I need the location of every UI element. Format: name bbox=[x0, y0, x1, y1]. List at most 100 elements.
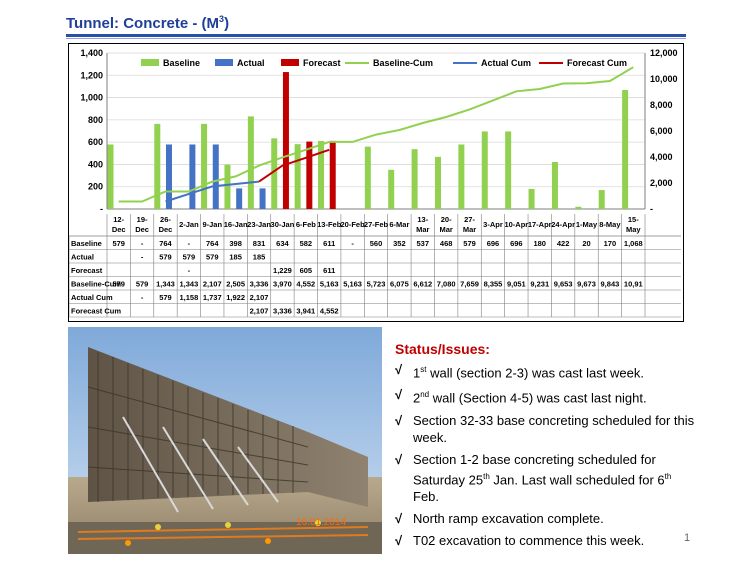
bar-baseline bbox=[364, 146, 371, 209]
bar-forecast bbox=[306, 141, 313, 209]
legend-swatch bbox=[281, 59, 299, 66]
bar-actual bbox=[165, 144, 172, 209]
bar-baseline bbox=[294, 144, 301, 209]
table-cell: - bbox=[351, 239, 354, 248]
x-tick-label: 16-Jan bbox=[224, 220, 248, 229]
table-cell: - bbox=[141, 239, 144, 248]
x-tick-label: 24-Apr bbox=[551, 220, 575, 229]
page-number: 1 bbox=[684, 532, 691, 544]
legend-label: Baseline bbox=[163, 58, 200, 68]
table-cell: - bbox=[188, 266, 191, 275]
table-cell: 611 bbox=[323, 239, 335, 248]
bar-baseline bbox=[528, 188, 535, 209]
x-tick-label: 3-Apr bbox=[483, 220, 503, 229]
table-cell: 611 bbox=[323, 266, 335, 275]
x-tick-label: Mar bbox=[440, 225, 453, 234]
table-cell: 2,107 bbox=[250, 293, 269, 302]
title-end: ) bbox=[224, 15, 230, 32]
table-cell: 634 bbox=[276, 239, 289, 248]
table-cell: 20 bbox=[582, 239, 590, 248]
y-left-tick-label: 400 bbox=[88, 159, 103, 169]
x-tick-label: Dec bbox=[159, 225, 173, 234]
x-tick-label: Mar bbox=[416, 225, 429, 234]
x-tick-label: 30-Jan bbox=[271, 220, 295, 229]
bar-baseline bbox=[154, 123, 161, 209]
x-tick-label: 27-Feb bbox=[364, 220, 389, 229]
table-cell: 1,158 bbox=[179, 293, 198, 302]
legend-label: Actual Cum bbox=[481, 58, 531, 68]
table-cell: 1,343 bbox=[156, 280, 175, 289]
table-cell: 3,941 bbox=[296, 307, 315, 316]
table-cell: 579 bbox=[136, 280, 149, 289]
table-cell: 696 bbox=[510, 239, 523, 248]
bar-actual bbox=[189, 144, 196, 209]
x-tick-label: Dec bbox=[112, 225, 126, 234]
table-cell: 3,970 bbox=[273, 280, 292, 289]
table-cell: 2,505 bbox=[226, 280, 245, 289]
construction-photo: 16.01.2014 bbox=[68, 327, 382, 554]
y-right-tick-label: 12,000 bbox=[650, 48, 678, 58]
x-tick-label: 13-Feb bbox=[317, 220, 342, 229]
table-cell: 170 bbox=[604, 239, 617, 248]
table-cell: 7,659 bbox=[460, 280, 479, 289]
x-tick-label: 12- bbox=[113, 215, 124, 224]
table-cell: 422 bbox=[557, 239, 570, 248]
bar-forecast bbox=[329, 140, 336, 209]
table-cell: 1,737 bbox=[203, 293, 222, 302]
check-icon: √ bbox=[395, 412, 403, 428]
x-tick-label: 27- bbox=[464, 215, 475, 224]
y-left-tick-label: 800 bbox=[88, 115, 103, 125]
table-cell: 6,075 bbox=[390, 280, 409, 289]
y-left-tick-label: 1,400 bbox=[80, 48, 103, 58]
status-heading: Status/Issues: bbox=[395, 341, 490, 357]
table-row-label: Actual Cum bbox=[71, 293, 113, 302]
table-cell: 579 bbox=[159, 293, 172, 302]
legend-label: Baseline-Cum bbox=[373, 58, 433, 68]
y-right-tick-label: 4,000 bbox=[650, 152, 673, 162]
x-tick-label: 19- bbox=[137, 215, 148, 224]
table-cell: 10,91 bbox=[624, 280, 643, 289]
x-tick-label: Dec bbox=[135, 225, 149, 234]
table-row-label: Forecast Cum bbox=[71, 307, 121, 316]
table-cell: 560 bbox=[370, 239, 383, 248]
x-tick-label: 6-Feb bbox=[296, 220, 316, 229]
table-row-label: Baseline bbox=[71, 239, 102, 248]
bar-actual bbox=[212, 144, 219, 209]
photo-date-stamp: 16.01.2014 bbox=[296, 517, 346, 528]
table-cell: 764 bbox=[159, 239, 172, 248]
title-divider-thin bbox=[66, 38, 686, 39]
table-cell: 1,343 bbox=[179, 280, 198, 289]
bar-baseline bbox=[107, 144, 114, 209]
check-icon: √ bbox=[395, 532, 403, 548]
status-item: √ 1st wall (section 2-3) was cast last we… bbox=[395, 362, 644, 381]
status-item: √ Section 32-33 base concreting scheduled… bbox=[395, 412, 695, 445]
check-icon: √ bbox=[395, 451, 403, 467]
x-tick-label: 13- bbox=[417, 215, 428, 224]
check-icon: √ bbox=[395, 510, 403, 526]
table-cell: 1,922 bbox=[226, 293, 245, 302]
table-cell: 180 bbox=[533, 239, 546, 248]
table-cell: 185 bbox=[229, 253, 242, 262]
bar-actual bbox=[259, 188, 266, 209]
table-cell: 8,355 bbox=[484, 280, 503, 289]
bar-baseline bbox=[201, 123, 208, 209]
page-title: Tunnel: Concrete - (M3) bbox=[66, 14, 229, 32]
bar-baseline bbox=[411, 149, 418, 209]
bar-baseline bbox=[598, 190, 605, 209]
legend-label: Forecast bbox=[303, 58, 341, 68]
table-cell: 185 bbox=[253, 253, 266, 262]
y-left-tick-label: 600 bbox=[88, 137, 103, 147]
bar-baseline bbox=[458, 144, 465, 209]
y-left-tick-label: 1,000 bbox=[80, 93, 103, 103]
x-tick-label: 1-May bbox=[576, 220, 598, 229]
x-tick-label: Mar bbox=[463, 225, 476, 234]
table-row-label: Baseline-Cum bbox=[71, 280, 121, 289]
y-right-tick-label: 8,000 bbox=[650, 100, 673, 110]
status-item: √ 2nd wall (Section 4-5) was cast last ni… bbox=[395, 387, 647, 406]
line-actual-cum bbox=[165, 180, 260, 203]
table-row-label: Forecast bbox=[71, 266, 103, 275]
table-cell: 537 bbox=[417, 239, 430, 248]
table-cell: 4,552 bbox=[320, 307, 339, 316]
bar-baseline bbox=[318, 140, 325, 209]
table-cell: - bbox=[188, 239, 191, 248]
